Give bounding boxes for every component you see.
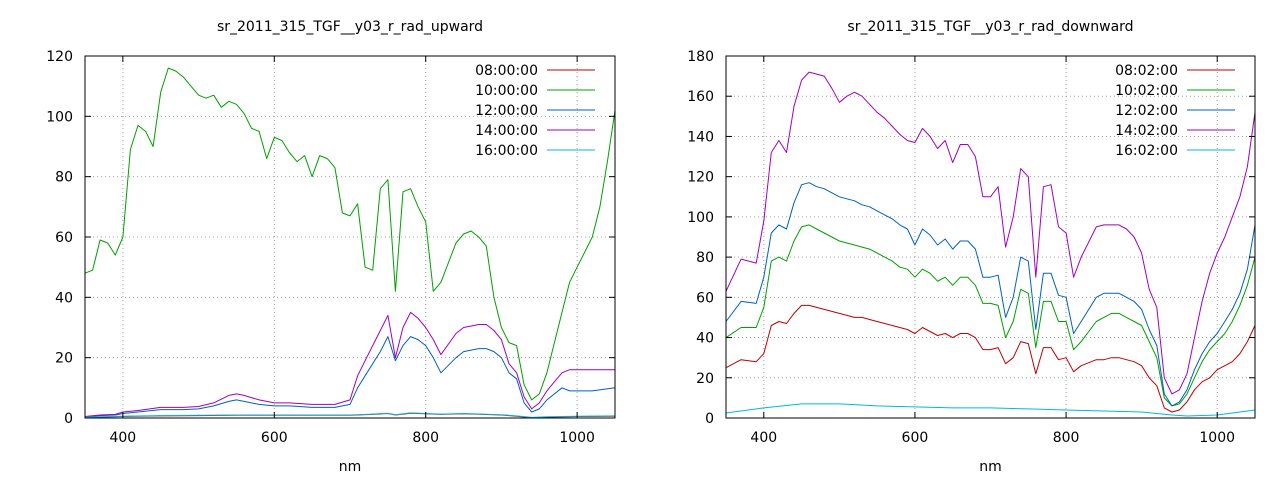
- y-tick-label: 80: [696, 250, 714, 266]
- chart-panel-2: 400 600 800 1000 0 20 40 60 80 100 120 140 160 180 sr_…: [687, 19, 1256, 475]
- series-line-14-02-00: [725, 71, 1256, 395]
- series-line-10-00-00: [84, 67, 616, 401]
- legend-label: 16:02:00: [1115, 143, 1178, 159]
- legend-label: 14:00:00: [475, 123, 538, 139]
- y-tick-label: 180: [687, 49, 714, 65]
- legend-label: 08:00:00: [475, 63, 538, 79]
- legend-label: 14:02:00: [1115, 123, 1178, 139]
- legend-label: 12:00:00: [475, 103, 538, 119]
- y-tick-label: 20: [55, 351, 73, 367]
- y-tick-label: 160: [687, 89, 714, 105]
- series-line-12-02-00: [725, 182, 1256, 407]
- chart-panel-1: 400 600 800 1000 0 20 40 60 80 100 120 sr_2011_315_…: [46, 19, 616, 475]
- x-tick-label: 800: [1053, 430, 1080, 446]
- y-tick-label: 100: [687, 210, 714, 226]
- series-line-14-00-00: [84, 311, 615, 417]
- y-tick-label: 0: [705, 411, 714, 427]
- chart-title: sr_2011_315_TGF__y03_r_rad_upward: [217, 19, 483, 35]
- series-line-08-02-00: [725, 304, 1256, 413]
- y-tick-label: 60: [696, 290, 714, 306]
- series-line-12-00-00: [84, 336, 616, 418]
- legend: 08:00:00 10:00:00 12:00:00 14:00:00 16:00:00: [475, 63, 595, 159]
- y-tick-label: 140: [687, 129, 714, 145]
- plot-frame: [725, 55, 1256, 419]
- x-tick-label: 1000: [559, 430, 595, 446]
- x-axis-label: nm: [339, 459, 362, 475]
- y-tick-label: 120: [46, 49, 73, 65]
- x-tick-label: 1000: [1199, 430, 1235, 446]
- legend-label: 12:02:00: [1115, 103, 1178, 119]
- x-tick-label: 400: [750, 430, 777, 446]
- x-tick-label: 600: [902, 430, 929, 446]
- legend-label: 08:02:00: [1115, 63, 1178, 79]
- series-line-16-00-00: [84, 412, 616, 418]
- legend-label: 10:00:00: [475, 83, 538, 99]
- legend: 08:02:00 10:02:00 12:02:00 14:02:00 16:02:00: [1115, 63, 1235, 159]
- x-tick-label: 600: [261, 430, 288, 446]
- legend-label: 16:00:00: [475, 143, 538, 159]
- chart-title: sr_2011_315_TGF__y03_r_rad_downward: [847, 19, 1133, 35]
- y-tick-label: 40: [55, 290, 73, 306]
- y-tick-label: 120: [687, 170, 714, 186]
- legend-label: 10:02:00: [1115, 83, 1178, 99]
- y-tick-label: 100: [46, 109, 73, 125]
- x-tick-label: 400: [109, 430, 136, 446]
- y-tick-label: 40: [696, 331, 714, 347]
- series-line-10-02-00: [725, 224, 1256, 407]
- series-line-16-02-00: [725, 403, 1256, 417]
- x-axis-label: nm: [979, 459, 1002, 475]
- y-tick-label: 60: [55, 230, 73, 246]
- x-tick-label: 800: [412, 430, 439, 446]
- y-tick-label: 80: [55, 170, 73, 186]
- y-tick-label: 20: [696, 371, 714, 387]
- y-tick-label: 0: [64, 411, 73, 427]
